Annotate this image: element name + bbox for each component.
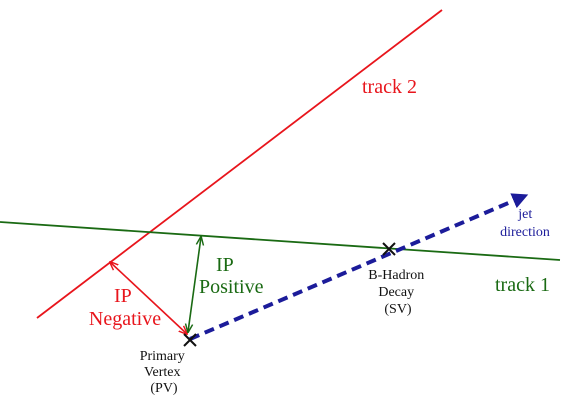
track-1-line <box>0 221 561 261</box>
track-2-line <box>36 9 443 319</box>
secondary-vertex-marker <box>382 242 396 256</box>
ip-negative-arrow <box>110 262 187 334</box>
track-2-label: track 2 <box>362 76 417 98</box>
ip-positive-arrow <box>188 237 201 332</box>
ip-negative-label: IP Negative <box>89 285 161 330</box>
track-1-label: track 1 <box>495 274 550 296</box>
ip-positive-label: IP Positive <box>199 254 264 298</box>
jet-direction-label: jet direction <box>500 207 550 240</box>
primary-vertex-marker <box>183 333 197 347</box>
secondary-vertex-label: B-Hadron Decay (SV) <box>368 268 428 317</box>
primary-vertex-label: Primary Vertex (PV) <box>140 349 189 396</box>
jet-direction-arrow <box>189 193 529 341</box>
